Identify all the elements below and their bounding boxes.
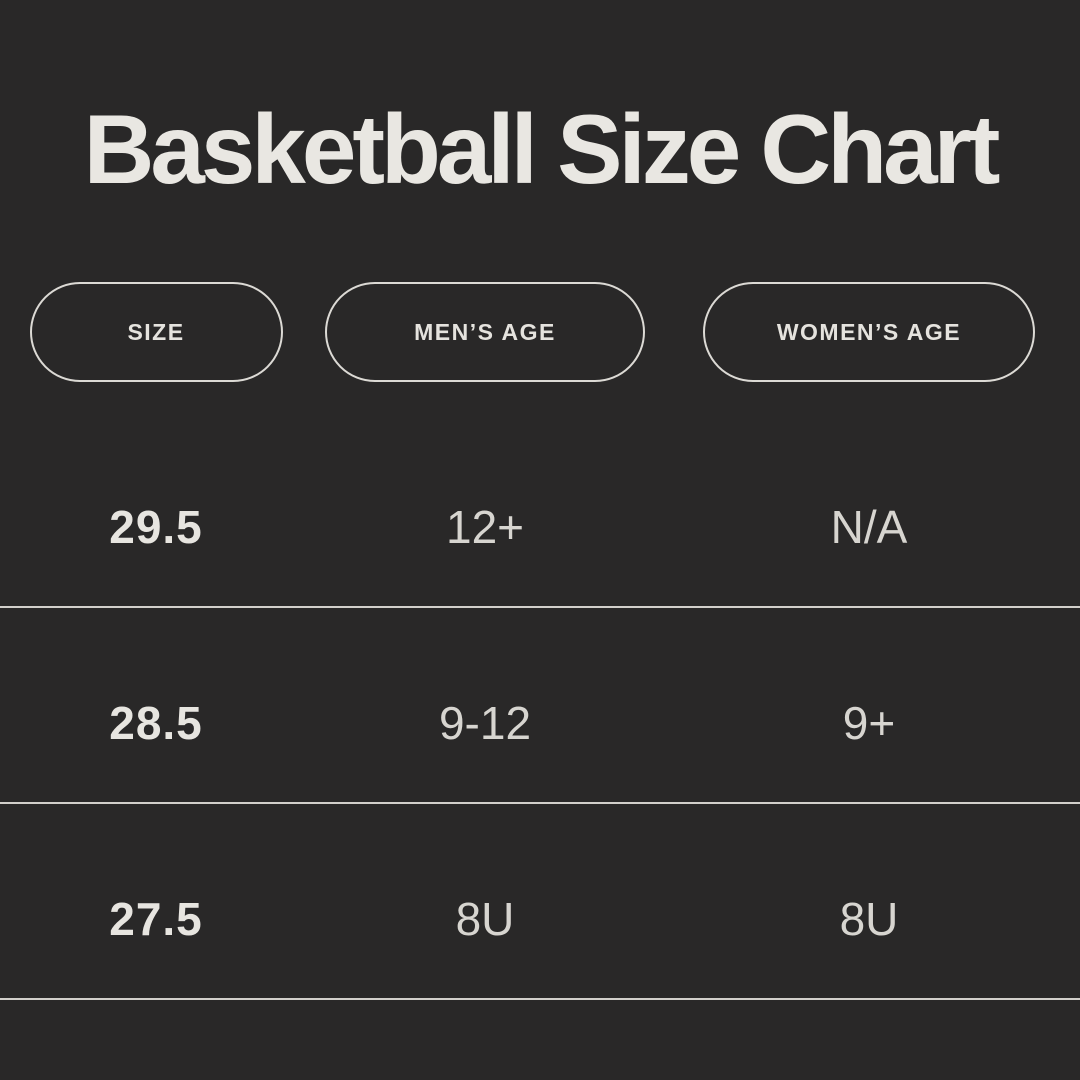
cell-size: 29.5 — [109, 501, 203, 553]
column-header-row: SIZE MEN’S AGE WOMEN’S AGE — [0, 282, 1080, 382]
table-row: 27.5 8U 8U — [0, 804, 1080, 1000]
page-title: Basketball Size Chart — [83, 94, 1001, 204]
column-header-pill-womens-age: WOMEN’S AGE — [703, 282, 1035, 382]
cell-mens-age: 12+ — [445, 501, 525, 553]
cell-mens-age: 9-12 — [438, 697, 532, 749]
cell-womens-age: 8U — [839, 893, 899, 945]
cell-womens-age: 9+ — [842, 697, 896, 749]
column-header-pill-size: SIZE — [29, 282, 283, 382]
cell-womens-age: N/A — [830, 501, 908, 553]
column-header-label-womens-age: WOMEN’S AGE — [776, 318, 962, 345]
cell-size: 27.5 — [109, 893, 203, 945]
table-row: 29.5 12+ N/A — [0, 412, 1080, 608]
column-header-label-mens-age: MEN’S AGE — [414, 318, 556, 345]
table-row: 28.5 9-12 9+ — [0, 608, 1080, 804]
column-header-label-size: SIZE — [127, 318, 185, 345]
cell-mens-age: 8U — [455, 893, 515, 945]
column-header-pill-mens-age: MEN’S AGE — [325, 282, 645, 382]
cell-size: 28.5 — [109, 697, 203, 749]
size-chart-table: 29.5 12+ N/A 28.5 9-12 9+ 27.5 8U 8U — [0, 412, 1080, 1000]
